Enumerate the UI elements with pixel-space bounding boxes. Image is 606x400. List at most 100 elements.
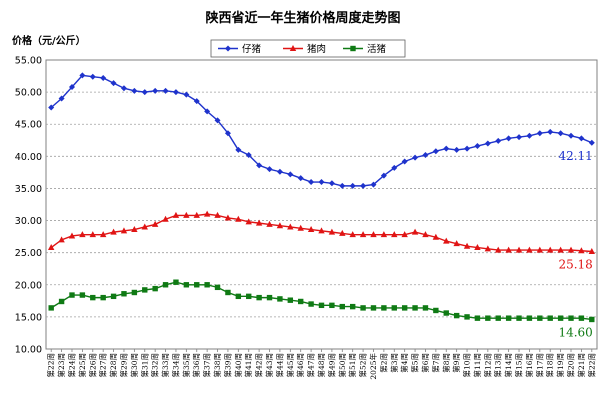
data-point [225, 289, 231, 296]
data-point [89, 73, 96, 80]
x-tick-label: 第13周 [493, 353, 503, 378]
legend-label: 仔猪 [242, 43, 262, 55]
x-tick-label: 第10周 [462, 353, 472, 378]
x-tick-label: 第27周 [98, 353, 108, 378]
x-tick-label: 第14周 [503, 353, 513, 378]
y-tick-label: 15.00 [15, 312, 42, 323]
data-point [214, 284, 221, 291]
x-tick-label: 第9周 [451, 353, 461, 373]
data-point [162, 282, 169, 288]
data-point [297, 175, 304, 182]
data-point [339, 229, 346, 236]
x-tick-label: 第6周 [420, 353, 430, 373]
data-point [162, 87, 169, 94]
data-point [484, 245, 492, 252]
data-point [391, 164, 398, 171]
data-point [411, 228, 419, 235]
data-point [557, 315, 564, 321]
data-point [589, 316, 595, 323]
x-tick-label: 第47周 [306, 353, 316, 378]
data-point [172, 211, 180, 218]
x-tick-label: 第37周 [202, 353, 212, 378]
data-point [578, 135, 585, 142]
data-point [588, 248, 596, 255]
y-tick-label: 30.00 [15, 216, 42, 227]
data-point [151, 220, 159, 227]
y-tick-label: 40.00 [15, 152, 42, 163]
data-point [245, 218, 252, 225]
x-tick-label: 第41周 [243, 353, 253, 378]
data-point [474, 315, 481, 321]
data-point [307, 226, 315, 233]
data-point [100, 294, 106, 301]
x-tick-label: 第3周 [389, 353, 399, 373]
data-point [474, 143, 481, 150]
x-tick-label: 第4周 [399, 353, 409, 373]
data-point [99, 231, 107, 238]
data-point [443, 237, 450, 244]
data-point [214, 117, 221, 124]
data-point [453, 146, 460, 153]
data-point [318, 227, 325, 234]
data-point [245, 152, 252, 159]
data-point [79, 231, 86, 238]
data-point [433, 307, 439, 314]
x-tick-label: 第31周 [139, 353, 149, 378]
x-tick-label: 第22周 [586, 353, 596, 378]
data-point [474, 244, 481, 251]
data-point [224, 214, 232, 221]
data-point [412, 305, 418, 311]
data-point [152, 87, 159, 94]
data-point [69, 292, 75, 298]
data-point [339, 182, 346, 189]
data-point [349, 231, 356, 238]
data-point [255, 219, 263, 226]
x-tick-label: 第52周 [358, 353, 368, 378]
data-point [443, 310, 449, 316]
x-tick-label: 第51周 [347, 353, 357, 378]
data-point [110, 228, 117, 235]
x-tick-label: 第24周 [66, 353, 76, 378]
data-point [526, 132, 533, 139]
data-point [318, 302, 325, 309]
data-point [453, 240, 460, 247]
x-tick-label: 第39周 [222, 353, 232, 378]
data-point [131, 289, 138, 296]
data-point [58, 298, 65, 305]
data-point [505, 315, 512, 321]
data-point [547, 246, 554, 253]
data-point [110, 80, 117, 87]
data-point [224, 130, 231, 137]
data-point [110, 293, 117, 300]
data-point [495, 246, 502, 253]
x-tick-label: 第42周 [254, 353, 264, 378]
data-point [443, 145, 450, 152]
data-point [90, 294, 96, 301]
y-axis-label: 价格（元/公斤） [12, 34, 86, 47]
data-point [537, 315, 543, 321]
data-point [339, 303, 345, 310]
x-tick-label: 第2周 [378, 353, 388, 373]
data-point [193, 98, 200, 105]
data-point [516, 134, 523, 141]
x-tick-label: 第20周 [566, 353, 576, 378]
data-point [536, 130, 543, 137]
data-point [516, 315, 522, 321]
data-point [58, 236, 65, 243]
data-point [276, 222, 284, 229]
data-point [381, 305, 387, 311]
chart-title: 陕西省近一年生猪价格周度走势图 [205, 10, 400, 26]
x-tick-label: 第16周 [524, 353, 534, 378]
data-point [318, 179, 325, 186]
data-point [100, 74, 107, 81]
x-tick-label: 第5周 [410, 353, 420, 373]
data-point [235, 293, 242, 300]
data-point [68, 83, 75, 90]
x-tick-label: 第33周 [160, 353, 170, 378]
data-point [401, 158, 408, 165]
data-point [58, 95, 65, 102]
x-tick-label: 第12周 [482, 353, 492, 378]
data-point [422, 305, 429, 311]
x-tick-label: 第23周 [56, 353, 66, 378]
